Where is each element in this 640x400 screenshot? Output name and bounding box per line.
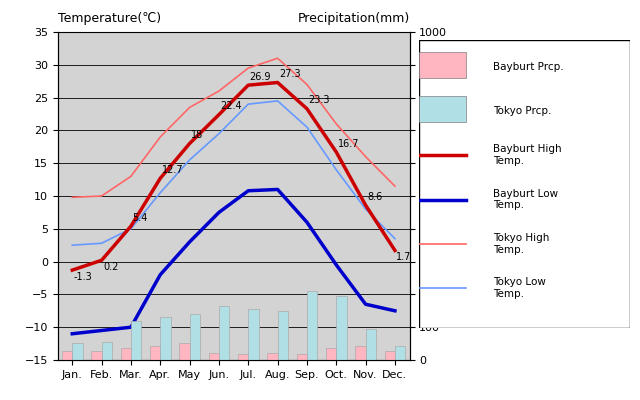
Bar <box>121 348 131 360</box>
Bar <box>297 354 307 360</box>
Bar <box>179 343 189 360</box>
Bar <box>92 351 102 360</box>
Text: 16.7: 16.7 <box>338 139 359 149</box>
Bar <box>72 343 83 360</box>
Bar <box>248 309 259 360</box>
Text: Tokyo Low
Temp.: Tokyo Low Temp. <box>493 277 546 299</box>
Text: Tokyo Prcp.: Tokyo Prcp. <box>493 106 552 116</box>
Bar <box>219 306 229 360</box>
Bar <box>102 342 112 360</box>
Bar <box>385 351 395 360</box>
Text: Precipitation(mm): Precipitation(mm) <box>298 12 410 26</box>
Text: Bayburt High
Temp.: Bayburt High Temp. <box>493 144 562 166</box>
Bar <box>62 351 72 360</box>
Bar <box>160 317 170 360</box>
Bar <box>395 346 405 360</box>
Bar <box>355 346 365 360</box>
Text: Bayburt Low
Temp.: Bayburt Low Temp. <box>493 189 558 210</box>
Bar <box>238 354 248 360</box>
Bar <box>209 353 219 360</box>
Text: Temperature(℃): Temperature(℃) <box>58 12 161 26</box>
Text: 18: 18 <box>191 130 204 140</box>
Text: 1.7: 1.7 <box>396 252 412 262</box>
Text: Tokyo High
Temp.: Tokyo High Temp. <box>493 233 550 255</box>
Text: 23.3: 23.3 <box>308 96 330 106</box>
Text: 12.7: 12.7 <box>162 165 183 175</box>
Text: 5.4: 5.4 <box>132 213 148 223</box>
Bar <box>131 321 141 360</box>
Text: 22.4: 22.4 <box>220 101 242 111</box>
Text: 8.6: 8.6 <box>367 192 382 202</box>
Text: 27.3: 27.3 <box>279 69 301 79</box>
Bar <box>268 353 278 360</box>
Bar <box>326 348 336 360</box>
Text: -1.3: -1.3 <box>74 272 93 282</box>
Bar <box>307 291 317 360</box>
Text: Bayburt Prcp.: Bayburt Prcp. <box>493 62 564 72</box>
Text: 0.2: 0.2 <box>103 262 118 272</box>
Bar <box>419 96 466 122</box>
Bar <box>150 346 160 360</box>
Bar <box>189 314 200 360</box>
Text: 26.9: 26.9 <box>250 72 271 82</box>
Bar <box>365 329 376 360</box>
Bar <box>336 296 346 360</box>
Bar <box>419 52 466 78</box>
Bar <box>278 311 288 360</box>
